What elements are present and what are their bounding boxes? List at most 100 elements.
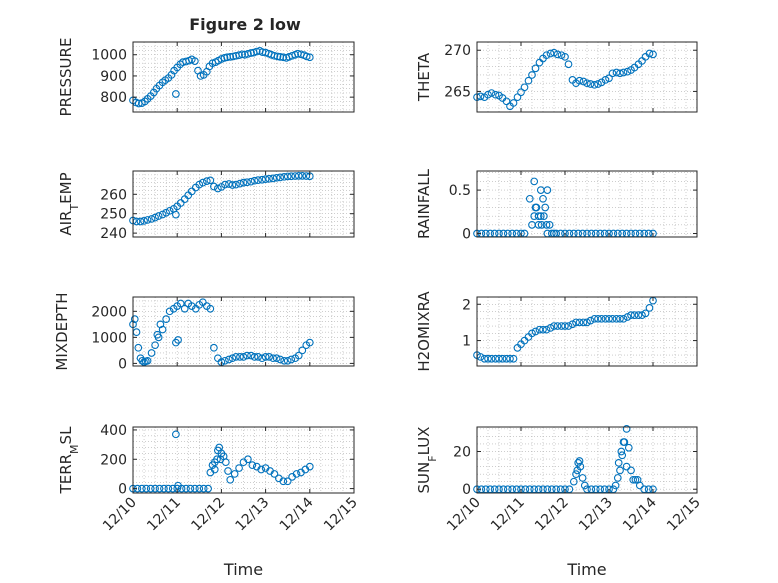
data-point	[528, 71, 536, 79]
data-point	[151, 484, 159, 493]
data-point	[531, 203, 540, 212]
data-point	[269, 174, 277, 183]
data-point	[520, 83, 529, 92]
data-point	[531, 327, 540, 336]
y-tick-label: 265	[444, 84, 471, 100]
data-point	[279, 477, 288, 486]
data-point	[543, 186, 552, 194]
data-point	[254, 353, 262, 361]
data-point	[613, 474, 622, 482]
data-point	[172, 210, 180, 219]
y-tick-label: 900	[100, 69, 127, 85]
y-axis-label: H2OMIXRA	[415, 291, 433, 372]
data-point	[248, 461, 257, 469]
data-point	[616, 69, 624, 78]
data-point	[287, 355, 296, 364]
data-point	[283, 477, 292, 486]
data-point	[614, 458, 623, 467]
figure-title: Figure 2 low	[189, 15, 301, 34]
data-point	[239, 178, 248, 187]
data-point	[586, 316, 595, 325]
data-point	[174, 481, 182, 490]
data-point	[502, 97, 511, 106]
data-point	[180, 304, 189, 313]
data-point	[230, 470, 239, 478]
data-point	[298, 172, 307, 180]
y-tick-label: 1000	[91, 48, 127, 64]
data-point	[176, 199, 185, 207]
data-point	[506, 354, 514, 363]
data-point	[590, 80, 599, 89]
data-point	[164, 484, 173, 493]
data-point	[287, 172, 296, 181]
data-point	[294, 172, 303, 180]
data-point	[564, 60, 573, 69]
data-point	[136, 217, 145, 226]
data-point	[243, 351, 251, 360]
data-point	[244, 50, 252, 58]
data-point	[258, 175, 266, 184]
data-point	[649, 50, 657, 59]
data-point	[491, 90, 500, 99]
data-point	[210, 343, 218, 352]
data-point	[572, 470, 580, 478]
y-axis-label: PRESSURE	[57, 38, 75, 117]
y-axis-label: RAINFALL	[415, 168, 433, 239]
y-tick-label: 250	[100, 207, 127, 223]
data-point	[226, 52, 235, 61]
data-point	[594, 314, 602, 323]
data-point	[195, 484, 204, 493]
data-point	[550, 322, 558, 330]
axes-background	[133, 42, 354, 112]
data-point	[624, 443, 633, 452]
data-point	[247, 351, 255, 360]
data-point	[187, 302, 196, 310]
data-point	[487, 354, 496, 363]
data-point	[573, 466, 582, 475]
subplot-h2omixra: 1 2 H2OMIXRA	[415, 291, 698, 372]
data-point	[182, 484, 190, 493]
data-point	[158, 210, 167, 219]
data-point	[147, 215, 156, 223]
data-point	[302, 52, 311, 61]
y-tick-label: 0.5	[449, 183, 471, 199]
data-point	[258, 354, 266, 363]
y-tick-label: 0	[118, 482, 127, 498]
data-point	[619, 314, 628, 323]
data-point	[536, 212, 545, 221]
data-point	[225, 355, 233, 364]
data-point	[280, 356, 289, 365]
subplot-pressure: 800 900 1000 PRESSURE	[57, 38, 355, 117]
data-point	[537, 220, 546, 229]
data-point	[191, 484, 199, 493]
x-axis-label: Time	[566, 560, 606, 579]
axes-frame	[132, 296, 355, 367]
data-point	[616, 314, 624, 323]
data-point	[525, 194, 534, 203]
data-point	[534, 212, 543, 221]
data-point	[198, 178, 207, 187]
data-point	[641, 309, 650, 318]
data-point	[151, 341, 159, 350]
data-point	[228, 354, 237, 363]
data-point	[172, 90, 180, 98]
data-point	[269, 354, 277, 363]
data-point	[235, 51, 243, 60]
data-point	[580, 481, 589, 490]
data-point	[619, 68, 628, 77]
data-point	[204, 484, 212, 493]
subplot-air_temp: 240 250 260 AIRTEMP	[57, 170, 355, 242]
data-point	[198, 298, 207, 307]
y-tick-label: 2	[462, 297, 471, 313]
data-point	[539, 194, 547, 203]
axes-frame	[132, 41, 355, 113]
data-point	[524, 76, 533, 85]
data-point	[509, 99, 518, 107]
data-point	[243, 178, 251, 187]
subplot-mixdepth: 0 1000 2000 MIXDEPTH	[53, 292, 355, 372]
data-point	[276, 355, 285, 364]
data-point	[228, 181, 237, 189]
data-point	[618, 451, 627, 460]
data-point	[283, 172, 292, 181]
